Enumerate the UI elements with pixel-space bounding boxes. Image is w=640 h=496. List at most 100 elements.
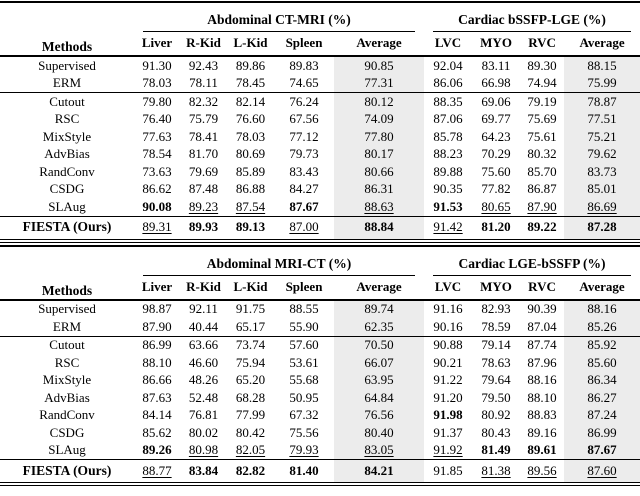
value-cell: 81.38: [472, 459, 521, 484]
group-header: Cardiac LGE-bSSFP (%): [433, 254, 632, 276]
value-cell: 89.61: [527, 442, 557, 458]
method-name: FIESTA (Ours): [0, 459, 134, 484]
results-table-abdominal-mri-ct: Methods Abdominal MRI-CT (%) Cardiac LGE-b…: [0, 244, 640, 486]
method-name: RandConv: [39, 163, 95, 179]
group-header-cell: Cardiac bSSFP-LGE (%): [424, 2, 640, 32]
method-name: FIESTA (Ours): [0, 215, 134, 241]
value-cell: 70.29: [481, 146, 511, 162]
column-header: Average: [564, 32, 640, 57]
group-header-cell: Abdominal MRI-CT (%): [134, 246, 424, 276]
value-cell: 92.11: [189, 301, 218, 317]
value-cell: 52.48: [188, 389, 219, 405]
value-cell: 88.16: [564, 299, 640, 318]
value-cell: 89.23: [188, 198, 219, 214]
value-cell: 84.27: [289, 181, 319, 197]
value-cell: 75.79: [188, 111, 219, 127]
value-cell: 80.92: [481, 407, 511, 423]
value-cell: 83.43: [289, 163, 319, 179]
value-cell: 77.80: [334, 128, 425, 146]
results-table-abdominal-ct-mri: Methods Abdominal CT-MRI (%) Cardiac bSSFP…: [0, 1, 640, 243]
column-header-row: Liver R-Kid L-Kid Spleen Average LVC MYO RVC Ave…: [0, 32, 640, 57]
column-header: Average: [334, 32, 425, 57]
column-header: L-Kid: [227, 32, 274, 57]
value-cell: 83.05: [334, 441, 425, 460]
value-cell: 89.93: [180, 215, 227, 241]
value-cell: 74.09: [334, 110, 425, 128]
value-cell: 85.70: [527, 163, 557, 179]
value-cell: 76.60: [235, 111, 266, 127]
value-cell: 65.20: [235, 372, 266, 388]
column-header: Spleen: [274, 32, 334, 57]
value-cell: 74.94: [527, 75, 557, 91]
table-row: RandConv 73.63 79.69 85.89 83.43 80.66 89.88 75…: [0, 163, 640, 181]
value-cell: 82.32: [180, 92, 227, 111]
method-name: AdvBias: [44, 146, 90, 162]
value-cell: 75.69: [527, 111, 557, 127]
value-cell: 80.65: [481, 198, 511, 214]
value-cell: 85.01: [564, 180, 640, 198]
value-cell: 90.85: [334, 56, 425, 75]
value-cell: 82.82: [227, 459, 274, 484]
value-cell: 53.61: [289, 354, 319, 370]
value-cell: 88.10: [527, 389, 557, 405]
column-header: Liver: [134, 275, 180, 301]
table-header: Methods Abdominal MRI-CT (%) Cardiac LGE-b…: [0, 245, 640, 301]
value-cell: 86.66: [142, 372, 172, 388]
value-cell: 75.61: [527, 128, 557, 144]
value-cell: 85.60: [564, 354, 640, 372]
value-cell: 89.13: [227, 215, 274, 241]
value-cell: 91.22: [433, 372, 463, 388]
value-cell: 80.42: [235, 424, 266, 440]
column-header-row: Liver R-Kid L-Kid Spleen Average LVC MYO RVC Ave…: [0, 275, 640, 301]
column-header: MYO: [472, 275, 521, 301]
table-row: SLAug 90.08 89.23 87.54 87.67 88.63 91.53 80.65…: [0, 198, 640, 216]
group-header-cell: Abdominal CT-MRI (%): [134, 2, 424, 32]
methods-column-header: Methods: [0, 245, 134, 301]
value-cell: 85.62: [142, 424, 172, 440]
value-cell: 89.30: [527, 57, 557, 73]
value-cell: 81.20: [472, 215, 521, 241]
value-cell: 80.02: [188, 424, 219, 440]
value-cell: 88.55: [289, 301, 319, 317]
method-name: MixStyle: [42, 372, 92, 388]
value-cell: 81.49: [481, 442, 511, 458]
value-cell: 87.04: [527, 318, 557, 334]
value-cell: 78.87: [564, 92, 640, 111]
value-cell: 89.56: [520, 459, 565, 484]
value-cell: 63.66: [180, 335, 227, 354]
table-row: MixStyle 86.66 48.26 65.20 55.68 63.95 91.22 79…: [0, 371, 640, 389]
column-header: R-Kid: [180, 275, 227, 301]
value-cell: 90.16: [433, 318, 463, 334]
value-cell: 77.63: [142, 128, 172, 144]
table-row: ERM 87.90 40.44 65.17 55.90 62.35 90.16 78.59 87…: [0, 318, 640, 336]
value-cell: 66.98: [481, 75, 511, 91]
value-cell: 80.43: [481, 424, 511, 440]
table-row: Supervised 91.30 92.43 89.86 89.83 90.85 92.04…: [0, 56, 640, 75]
value-cell: 79.64: [481, 372, 511, 388]
value-cell: 85.78: [433, 128, 463, 144]
value-cell: 75.60: [481, 163, 511, 179]
value-cell: 55.68: [289, 372, 319, 388]
value-cell: 90.39: [527, 301, 557, 317]
method-name: ERM: [52, 75, 82, 91]
value-cell: 78.41: [188, 128, 219, 144]
value-cell: 78.03: [235, 128, 266, 144]
value-cell: 78.03: [142, 75, 172, 91]
value-cell: 79.19: [520, 92, 565, 111]
value-cell: 75.56: [289, 424, 319, 440]
value-cell: 82.05: [235, 442, 266, 458]
value-cell: 79.93: [289, 442, 319, 458]
value-cell: 73.63: [142, 163, 172, 179]
column-header: Liver: [134, 32, 180, 57]
value-cell: 65.17: [235, 318, 266, 334]
table-section: Cutout 86.99 63.66 73.74 57.60 70.50 90.88 79.1…: [0, 335, 640, 460]
value-cell: 77.82: [481, 181, 511, 197]
value-cell: 67.32: [289, 407, 319, 423]
value-cell: 79.80: [134, 92, 180, 111]
value-cell: 78.63: [481, 354, 511, 370]
value-cell: 88.16: [527, 372, 557, 388]
column-header: R-Kid: [180, 32, 227, 57]
value-cell: 87.48: [188, 181, 219, 197]
method-name: Cutout: [0, 335, 134, 354]
